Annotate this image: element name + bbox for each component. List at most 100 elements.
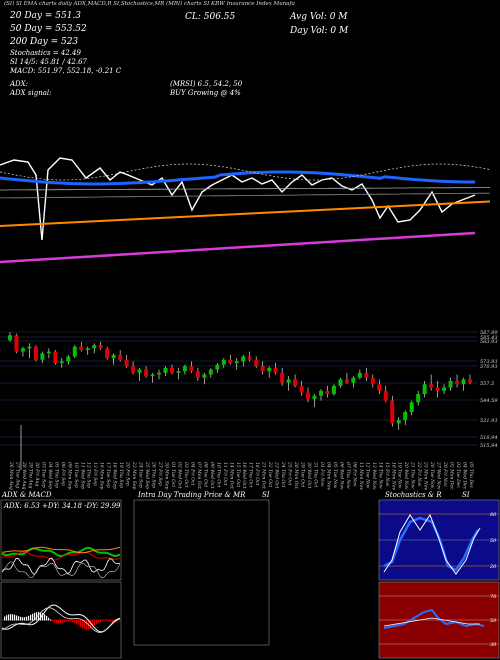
date-tick-label: 20 Fri Sep bbox=[125, 461, 131, 486]
candle-body bbox=[370, 377, 375, 385]
candle-body bbox=[98, 345, 103, 349]
candle-body bbox=[461, 379, 466, 385]
candle-body bbox=[357, 372, 362, 378]
candle-body bbox=[325, 390, 330, 395]
macd-histogram-bar bbox=[36, 612, 38, 621]
date-tick-label: 08 Tue Oct bbox=[202, 462, 208, 487]
macd-histogram-bar bbox=[84, 620, 86, 630]
header-line: (SI) SI EMA charts daily ADX,MACD,R SI,S… bbox=[4, 1, 295, 7]
candle-body bbox=[429, 384, 434, 388]
candle bbox=[124, 354, 129, 368]
candle-body bbox=[442, 387, 447, 391]
macd-histogram-bar bbox=[28, 615, 30, 621]
candle bbox=[370, 374, 375, 388]
macd-histogram-bar bbox=[60, 620, 62, 624]
date-tick-label: 04 Mon Nov bbox=[325, 462, 331, 490]
candle-body bbox=[390, 400, 395, 424]
stoch-tick-label: 80 bbox=[490, 512, 497, 518]
date-tick-label: 05 Thu Dec bbox=[468, 462, 474, 489]
candle bbox=[150, 372, 155, 383]
candle bbox=[448, 377, 453, 391]
date-tick-label: 14 Mon Oct bbox=[228, 462, 234, 489]
candle-body bbox=[260, 366, 265, 372]
macd-histogram-bar bbox=[22, 617, 24, 621]
candle bbox=[325, 385, 330, 398]
price-level-label: 573.93 bbox=[480, 359, 498, 365]
candle bbox=[396, 416, 401, 430]
candle bbox=[344, 372, 349, 385]
candle bbox=[416, 390, 421, 406]
macd-histogram-bar bbox=[10, 614, 12, 621]
candle-body bbox=[221, 359, 226, 365]
ema20-line bbox=[0, 187, 490, 191]
candle-body bbox=[182, 366, 187, 372]
candle-body bbox=[157, 372, 162, 375]
macd-histogram-bar bbox=[44, 614, 46, 621]
date-tick-label: 04 Wed Dec bbox=[462, 462, 468, 490]
ema100-line bbox=[0, 192, 491, 199]
date-tick-label: 10 Thu Oct bbox=[215, 462, 221, 488]
plus-di-line bbox=[1, 546, 121, 558]
macd-histogram-bar bbox=[30, 614, 32, 621]
date-tick-label: 15 Tue Oct bbox=[235, 462, 241, 487]
date-tick-label: 06 Fri Sep bbox=[60, 462, 66, 486]
date-tick-label: 21 Mon Oct bbox=[261, 461, 267, 489]
macd-histogram-bar bbox=[82, 620, 84, 629]
candle bbox=[20, 346, 25, 357]
macd-histogram-bar bbox=[62, 620, 64, 623]
candle-body bbox=[131, 366, 136, 373]
macd-histogram-bar bbox=[102, 620, 104, 621]
date-tick-label: 11 Wed Sep bbox=[79, 462, 85, 489]
price-line bbox=[0, 157, 476, 241]
macd-histogram-bar bbox=[64, 620, 66, 623]
date-tick-label: 27 Tue Aug bbox=[14, 461, 20, 488]
candle bbox=[299, 381, 304, 396]
candle-body bbox=[396, 420, 401, 424]
candle bbox=[338, 377, 343, 388]
candle bbox=[92, 343, 97, 354]
date-tick-label: 19 Tue Nov bbox=[397, 462, 403, 489]
candle-body bbox=[124, 359, 129, 367]
candle bbox=[383, 385, 388, 403]
macd-line bbox=[1, 604, 121, 633]
close-price: CL: 506.55 bbox=[185, 12, 236, 22]
candle-body bbox=[92, 345, 97, 349]
date-tick-label: 25 Mon Nov bbox=[423, 461, 429, 490]
candle-body bbox=[8, 335, 12, 341]
candle bbox=[318, 389, 323, 401]
candle bbox=[79, 341, 84, 352]
candle bbox=[241, 354, 246, 367]
stochastic-lines: 80 50 20 bbox=[379, 512, 499, 575]
candle-body bbox=[455, 381, 460, 385]
candle-body bbox=[150, 374, 155, 377]
candle bbox=[273, 363, 278, 375]
candle bbox=[176, 367, 181, 380]
candle-body bbox=[202, 374, 207, 378]
candle-body bbox=[267, 367, 272, 372]
candle bbox=[33, 345, 38, 362]
candle bbox=[131, 361, 136, 375]
date-tick-label: 13 Fri Sep bbox=[92, 462, 98, 486]
date-tick-label: 29 Thu Aug bbox=[27, 461, 33, 489]
candle bbox=[195, 367, 200, 381]
macd-histogram-bar bbox=[48, 617, 50, 621]
candle bbox=[377, 379, 382, 395]
candle bbox=[8, 332, 12, 342]
legend-mrsi: (MRSI) 6.5, 54.2, 50 bbox=[170, 80, 243, 88]
candle bbox=[169, 364, 174, 375]
date-tick-label: 10 Tue Sep bbox=[73, 462, 79, 488]
macd-histogram-bar bbox=[4, 616, 6, 621]
date-tick-label: 30 Mon Sep bbox=[163, 462, 169, 490]
macd-histogram-bar bbox=[68, 620, 70, 622]
candle bbox=[53, 349, 58, 365]
candle bbox=[331, 384, 336, 396]
candle bbox=[137, 367, 142, 381]
candle bbox=[357, 369, 362, 380]
candle bbox=[390, 395, 395, 427]
candle-body bbox=[72, 346, 77, 357]
price-level-label: 531.93 bbox=[480, 418, 498, 424]
date-tick-label: 26 Tue Nov bbox=[429, 461, 435, 489]
candle-body bbox=[176, 371, 181, 373]
macd-histogram-bar bbox=[78, 620, 80, 626]
